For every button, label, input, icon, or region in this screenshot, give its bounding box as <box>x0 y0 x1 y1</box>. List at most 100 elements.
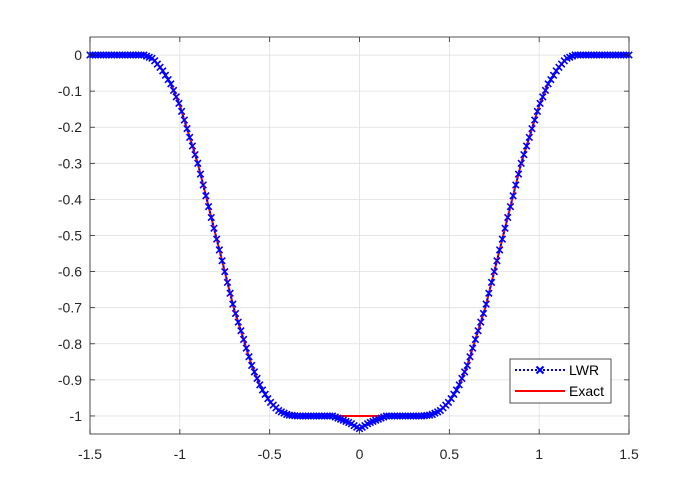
lwr-marker <box>245 352 253 361</box>
lwr-marker <box>204 202 213 211</box>
lwr-marker <box>261 390 269 399</box>
x-axis: -1.5 -1 -0.5 0 0.5 1 1.5 <box>78 37 639 462</box>
lwr-marker <box>247 361 256 370</box>
lwr-marker <box>460 368 469 376</box>
lwr-marker <box>250 368 259 376</box>
lwr-marker <box>471 335 480 344</box>
lwr-marker <box>452 386 461 394</box>
lwr-marker <box>447 394 455 403</box>
lwr-marker <box>218 256 226 265</box>
lwr-marker <box>530 116 539 124</box>
lwr-marker <box>468 344 477 352</box>
lwr-marker <box>202 192 210 200</box>
lwr-marker <box>506 202 515 211</box>
lwr-marker <box>183 124 191 133</box>
lwr-marker <box>493 256 501 265</box>
lwr-marker <box>549 71 558 80</box>
y-tick-label: -0.4 <box>58 191 82 207</box>
lwr-marker <box>220 267 229 276</box>
y-tick-label: -0.3 <box>58 155 82 171</box>
lwr-marker <box>479 309 488 318</box>
lwr-marker <box>466 352 474 361</box>
lwr-marker <box>199 181 207 189</box>
lwr-marker <box>253 374 261 383</box>
lwr-marker <box>482 300 490 308</box>
x-tick-label: 0 <box>356 446 364 462</box>
lwr-marker <box>215 246 224 254</box>
lwr-marker <box>503 213 512 222</box>
lwr-marker <box>495 246 504 254</box>
lwr-marker <box>172 93 181 101</box>
lwr-marker <box>167 80 175 88</box>
y-tick-label: -0.1 <box>58 83 82 99</box>
lwr-marker <box>522 142 531 150</box>
lwr-marker <box>541 86 550 95</box>
y-tick-label: 0 <box>74 47 82 63</box>
lwr-marker <box>455 381 463 389</box>
legend: LWR Exact <box>509 358 612 404</box>
lwr-marker <box>536 99 544 108</box>
lwr-marker <box>185 133 194 142</box>
lwr-marker <box>207 213 216 222</box>
lwr-marker <box>512 181 520 189</box>
lwr-marker <box>210 224 218 233</box>
lwr-marker <box>188 142 197 150</box>
lwr-marker <box>212 235 221 243</box>
lwr-marker <box>520 150 528 159</box>
lwr-marker <box>525 133 534 142</box>
y-axis: 0 -0.1 -0.2 -0.3 -0.4 -0.5 -0.6 -0.7 -0.8 -0.9 -1 <box>58 47 629 424</box>
lwr-marker <box>194 159 202 168</box>
series-layer <box>86 51 633 433</box>
lwr-marker <box>180 116 189 124</box>
lwr-marker <box>231 309 240 318</box>
x-tick-label: 0.5 <box>440 446 460 462</box>
lwr-marker <box>164 75 172 84</box>
lwr-marker <box>326 412 334 420</box>
lwr-marker <box>258 386 267 394</box>
x-tick-label: -1 <box>174 446 187 462</box>
lwr-marker <box>538 93 547 101</box>
lwr-marker <box>514 170 523 178</box>
y-tick-label: -0.6 <box>58 264 82 280</box>
lwr-marker <box>161 71 170 80</box>
lwr-marker <box>239 335 248 344</box>
lwr-marker <box>501 224 509 233</box>
lwr-marker <box>487 278 496 287</box>
lwr-marker <box>533 107 542 116</box>
lwr-marker <box>237 327 245 335</box>
y-tick-label: -0.9 <box>58 372 82 388</box>
x-tick-label: 1.5 <box>619 446 639 462</box>
lwr-marker <box>528 124 536 133</box>
lwr-marker <box>177 107 186 116</box>
lwr-marker <box>509 192 517 200</box>
lwr-marker <box>175 99 183 108</box>
legend-lwr-marker <box>535 365 545 375</box>
lwr-marker <box>474 327 482 335</box>
lwr-marker <box>229 300 237 308</box>
lwr-marker <box>158 67 167 75</box>
lwr-marker <box>223 278 232 287</box>
x-tick-label: -0.5 <box>258 446 282 462</box>
lwr-marker <box>169 86 178 95</box>
legend-box <box>509 358 612 404</box>
lwr-marker <box>517 159 525 168</box>
lwr-marker <box>485 289 493 298</box>
y-tick-label: -1 <box>70 408 83 424</box>
y-tick-label: -0.5 <box>58 228 82 244</box>
y-tick-label: -0.2 <box>58 119 82 135</box>
lwr-marker <box>450 390 458 399</box>
lwr-marker <box>256 381 264 389</box>
lwr-marker <box>242 344 251 352</box>
y-tick-label: -0.8 <box>58 336 82 352</box>
lwr-marker <box>498 235 507 243</box>
legend-lwr-label: LWR <box>569 362 599 378</box>
lwr-marker <box>191 150 199 159</box>
lwr-marker <box>477 318 485 326</box>
lwr-marker <box>226 289 234 298</box>
lwr-marker <box>196 170 205 178</box>
lwr-marker <box>458 374 466 383</box>
lwr-marker <box>490 267 499 276</box>
lwr-marker <box>547 75 555 84</box>
lwr-marker <box>463 361 472 370</box>
